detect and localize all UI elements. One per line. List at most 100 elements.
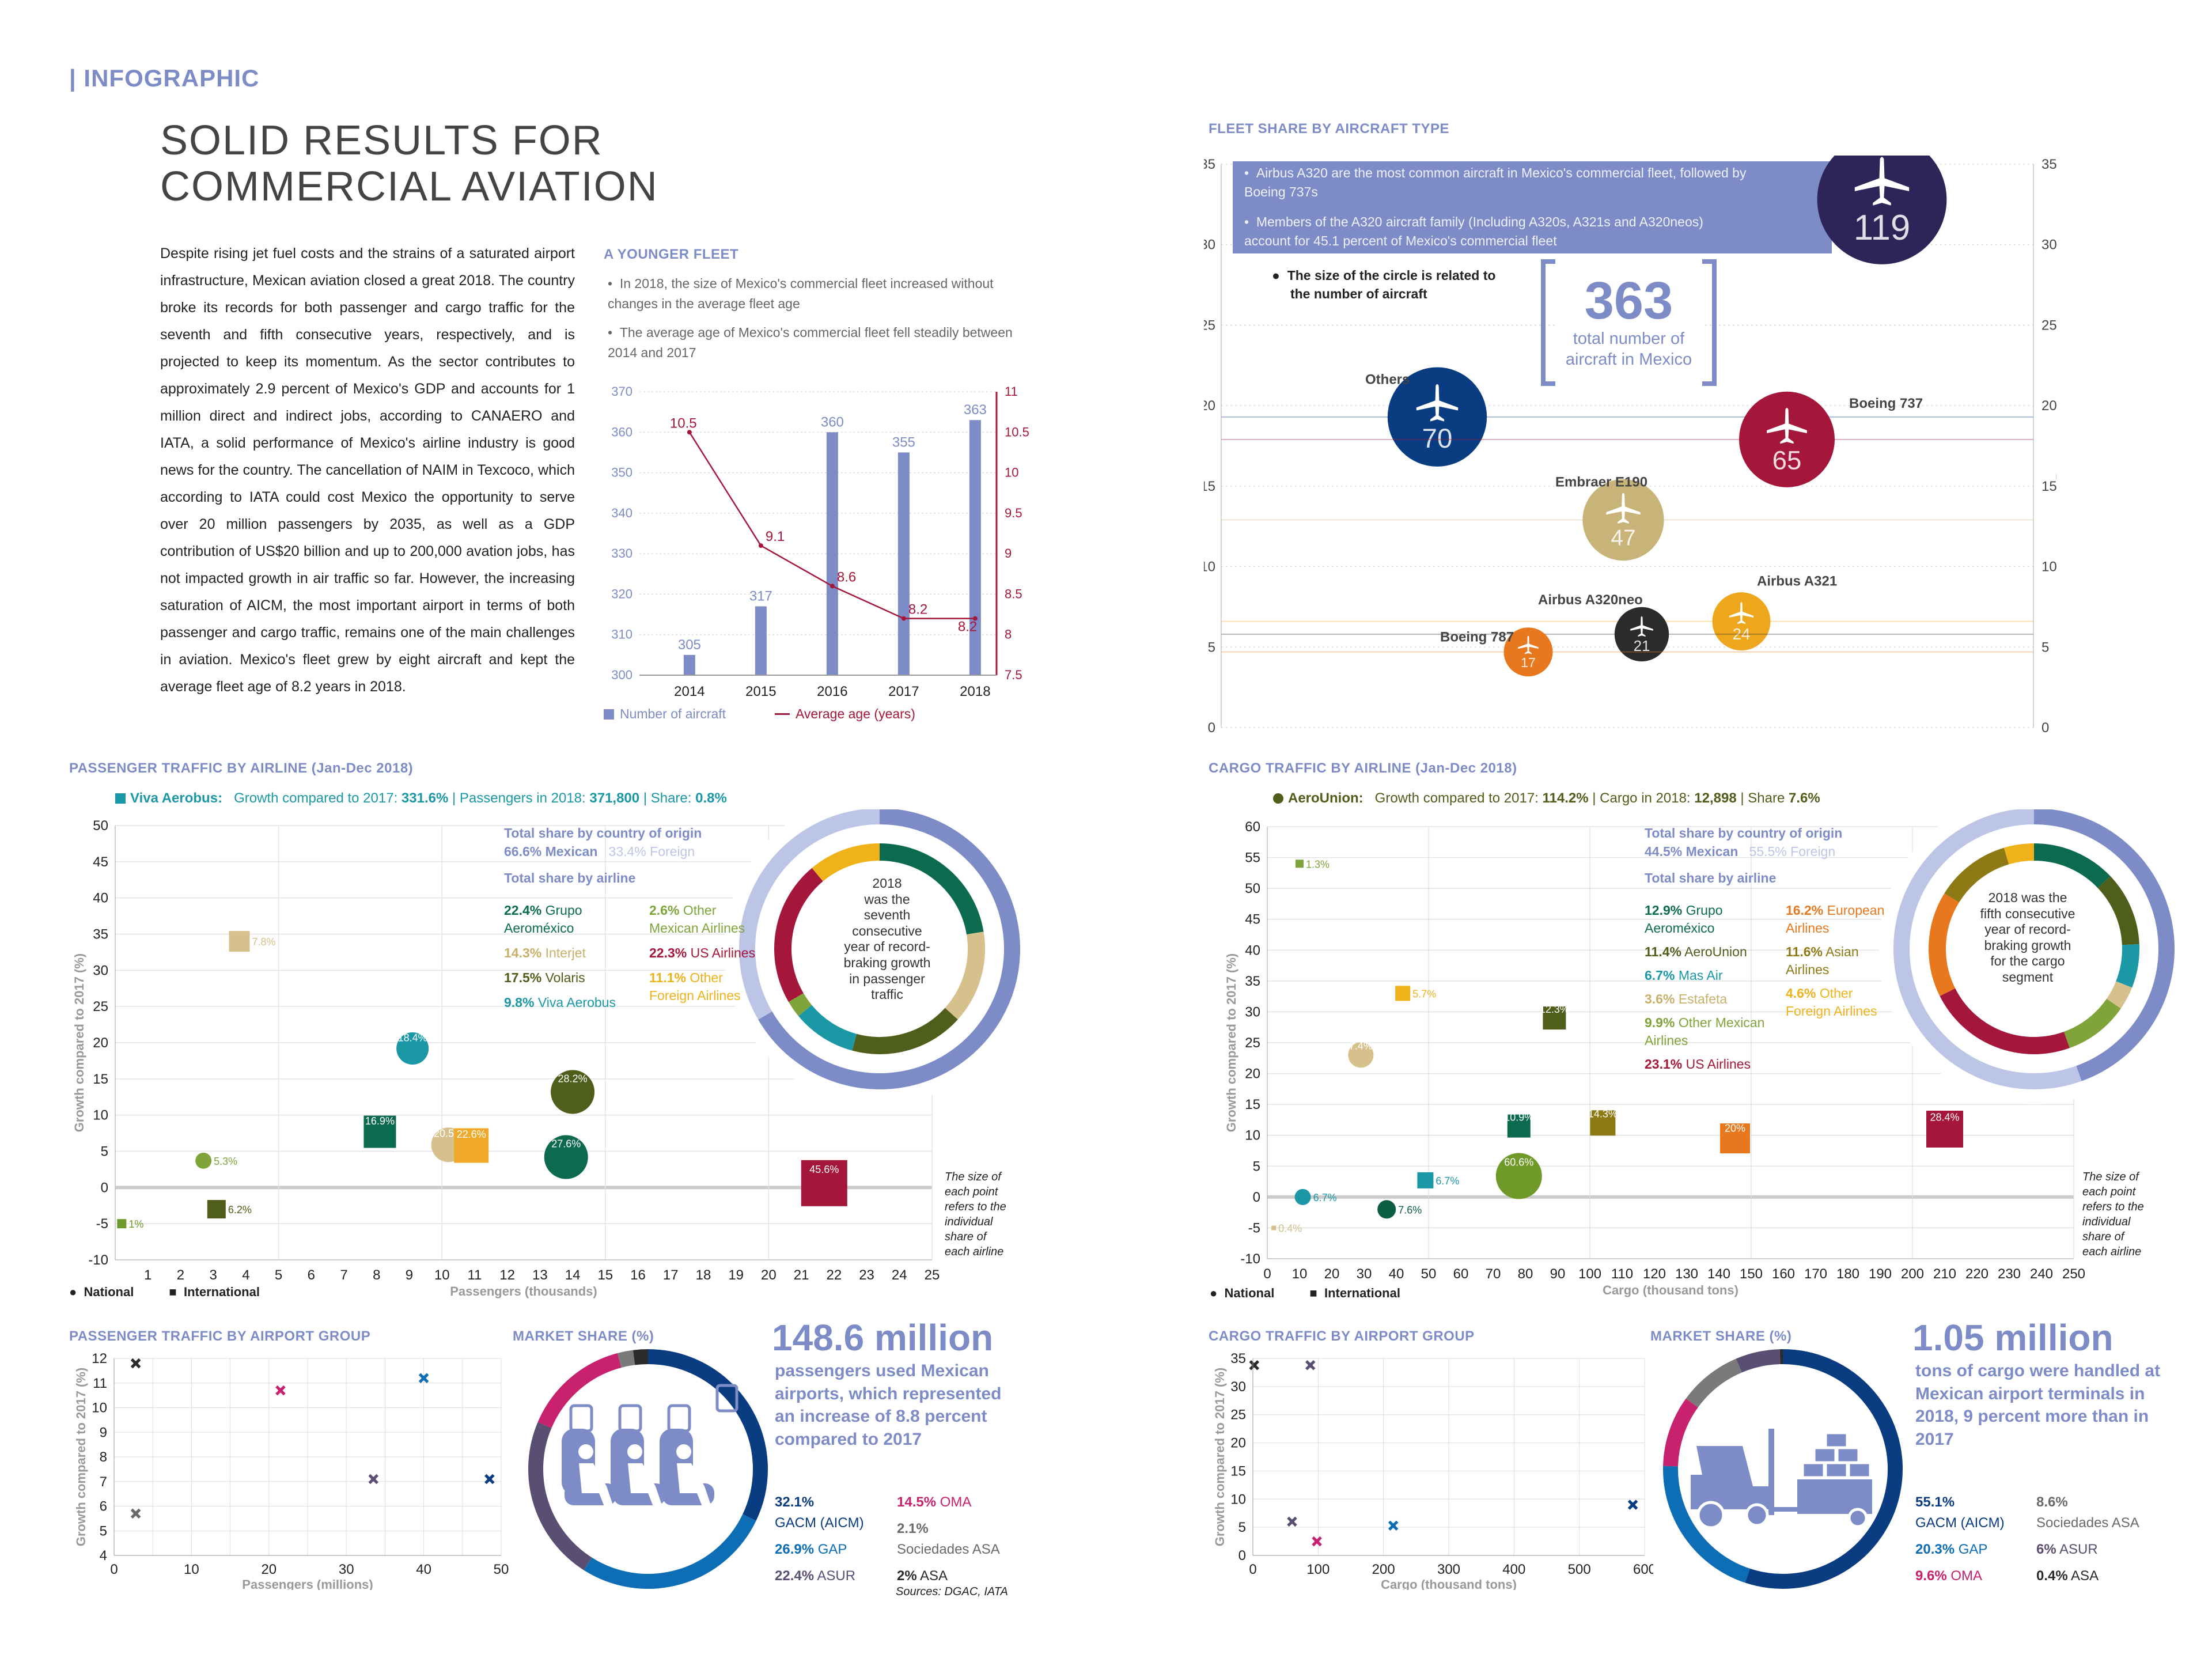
x-tick-label: 11 xyxy=(467,1267,482,1283)
y-tick-label: 30 xyxy=(93,963,108,978)
y-axis-label: Growth compared to 2017 (%) xyxy=(72,953,86,1133)
cargo-center-line: segment xyxy=(2002,969,2054,985)
pax-center-line: was the xyxy=(864,891,910,907)
x-tick-label: 40 xyxy=(416,1562,431,1577)
y2-tick-label: 10.5 xyxy=(1005,425,1029,439)
age-point xyxy=(901,616,906,621)
younger-fleet-bullet-1: • In 2018, the size of Mexico's commerci… xyxy=(608,276,994,311)
bar-label: 363 xyxy=(964,402,987,418)
donut-inner-slice xyxy=(1929,893,1959,997)
y-tick-label: 4 xyxy=(100,1548,107,1563)
forklift-body xyxy=(1691,1446,1771,1509)
y2-tick-label: 7.5 xyxy=(1005,668,1022,682)
section-tag: | INFOGRAPHIC xyxy=(69,65,260,92)
pax-leg-other-mex: 2.6% Other Mexican Airlines xyxy=(649,903,745,936)
y-tick-label-right: 5 xyxy=(2041,639,2049,655)
airport-point-core xyxy=(1391,1523,1396,1528)
pax-airline-chart: 1%7.8%5.3%6.2%16.9%18.4%20.5%22.6%28.2%2… xyxy=(72,809,1035,1298)
point-label: 10.9% xyxy=(1504,1112,1533,1123)
cargo-leg-asian: 11.6% Asian Airlines xyxy=(1786,944,1859,978)
pax-center-line: year of record- xyxy=(844,939,930,955)
x-tick-label: 23 xyxy=(859,1267,874,1283)
donut-outer-slice xyxy=(1893,809,2082,1089)
donut-inner-slice xyxy=(2116,944,2139,988)
y-tick-label-right: 35 xyxy=(2041,157,2056,172)
y-tick-label: 8 xyxy=(100,1449,107,1465)
y-tick-label: 25 xyxy=(1230,1407,1246,1423)
cargo-note-line: refers to the xyxy=(2082,1201,2144,1213)
airport-point-core xyxy=(1315,1539,1320,1544)
cargo-leg-estafeta: 3.6% Estafeta xyxy=(1645,991,1728,1007)
airport-point-core xyxy=(133,1361,138,1366)
y-tick-label: 35 xyxy=(1204,157,1215,172)
x-tick-label: 3 xyxy=(209,1267,217,1283)
y-tick-label: 0 xyxy=(1253,1190,1260,1205)
legend-aircraft: Number of aircraft xyxy=(604,706,726,722)
passenger-body xyxy=(628,1463,665,1515)
donut-outer-slice xyxy=(758,809,1020,1089)
point-label: 18.4% xyxy=(398,1032,427,1043)
cargo-note-line: individual xyxy=(2082,1216,2131,1228)
cargo-ms-oma: 9.6% OMA xyxy=(1915,1568,1983,1584)
cargo-ms-asa: 0.4% ASA xyxy=(2036,1568,2099,1584)
y-tick-label: 60 xyxy=(1245,819,1260,835)
y-tick-label: 30 xyxy=(1204,237,1215,253)
donut-inner-slice xyxy=(1940,988,2070,1054)
seat-screen xyxy=(569,1404,593,1433)
y-tick-label-right: 0 xyxy=(2041,720,2049,736)
donut-inner-slice xyxy=(774,868,823,1002)
age-point xyxy=(687,430,692,435)
pax-note-line: each airline xyxy=(945,1245,1004,1258)
cargo-box xyxy=(1802,1462,1825,1478)
airport-point-core xyxy=(1252,1362,1257,1368)
pax-hl-v3: 0.8% xyxy=(695,790,727,806)
bar-label: 360 xyxy=(821,414,844,430)
age-point xyxy=(972,616,978,621)
market-slice xyxy=(537,1353,622,1428)
fleet-size-note-1: The size of the circle is related to xyxy=(1287,268,1496,283)
total-aircraft-number: 363 xyxy=(1584,271,1673,330)
age-point xyxy=(758,543,763,548)
pax-origin-mex: 66.6% Mexican xyxy=(504,844,598,860)
y2-tick-label: 9.5 xyxy=(1005,506,1022,520)
x-tick-label: 0 xyxy=(1263,1266,1271,1282)
pax-legend-types: ● National ■ International xyxy=(69,1285,260,1299)
market-slice xyxy=(647,1349,768,1521)
cargo-origin-for: 55.5% Foreign xyxy=(1749,844,1836,860)
y-tick-label: 25 xyxy=(1245,1035,1260,1051)
fleet-bubble-value: 21 xyxy=(1634,637,1650,654)
y-tick-label: 0 xyxy=(101,1180,108,1195)
cargo-hl-name: AeroUnion: xyxy=(1288,790,1363,806)
y-tick-label: 6 xyxy=(100,1499,107,1515)
x-tick-label: 10 xyxy=(184,1562,199,1577)
y-tick-label-right: 15 xyxy=(2041,479,2056,494)
y-tick-label-right: 30 xyxy=(2041,237,2056,253)
international-point xyxy=(801,1160,847,1206)
x-tick-label: 19 xyxy=(728,1267,744,1283)
x-tick-label: 10 xyxy=(1292,1266,1308,1282)
point-label: 27.6% xyxy=(551,1138,581,1149)
legend-swatch-age xyxy=(775,713,790,715)
point-label: 1.3% xyxy=(1306,858,1330,870)
bar xyxy=(755,606,767,675)
x-tick-label: 240 xyxy=(2030,1266,2053,1282)
international-point xyxy=(117,1219,127,1229)
forklift-icon xyxy=(1691,1429,1872,1530)
cargo-center-line: year of record- xyxy=(1984,922,2071,937)
x-tick-label: 18 xyxy=(696,1267,711,1283)
y-tick-label: 0 xyxy=(1238,1548,1246,1563)
airport-point-core xyxy=(421,1376,426,1381)
cargo-origin-title: Total share by country of origin xyxy=(1645,826,1843,841)
pax-market-heading: MARKET SHARE (%) xyxy=(513,1328,654,1344)
airport-point-core xyxy=(278,1388,283,1393)
x-tick-label: 13 xyxy=(532,1267,548,1283)
x-tick-label: 200 xyxy=(1372,1562,1395,1577)
x-tick-label: 170 xyxy=(1804,1266,1827,1282)
younger-b1-text: In 2018, the size of Mexico's commercial… xyxy=(608,276,994,311)
x-tick-label: 130 xyxy=(1675,1266,1698,1282)
age-label: 8.6 xyxy=(837,569,856,585)
younger-b2-text: The average age of Mexico's commercial f… xyxy=(608,325,1013,360)
x-tick-label: 9 xyxy=(406,1267,413,1283)
international-point xyxy=(1926,1111,1963,1148)
bar xyxy=(683,654,695,675)
